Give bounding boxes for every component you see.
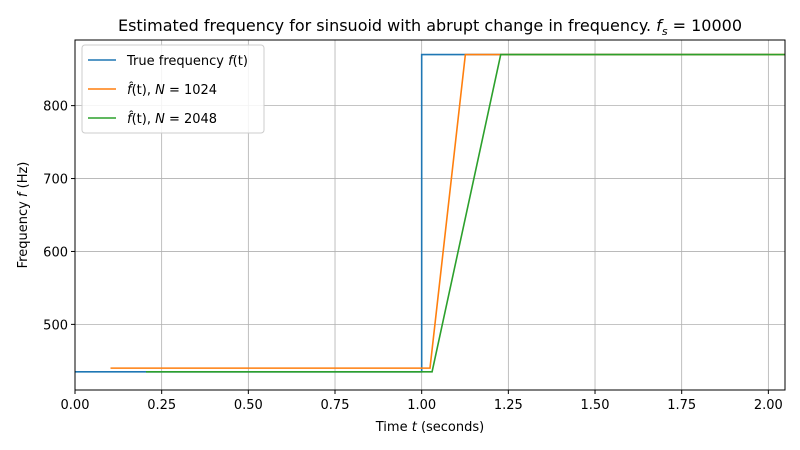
legend: True frequency f(t) f̂(t), N = 1024 f̂(t… <box>81 44 265 134</box>
x-axis-label: Time t (seconds) <box>375 420 484 435</box>
y-axis-label: Frequency f (Hz) <box>16 162 31 269</box>
legend-2-value: = 2048 <box>165 112 217 127</box>
chart-title-subscript: s <box>662 25 668 38</box>
legend-label-estimate-1024: f̂(t), N = 1024 <box>127 83 217 98</box>
legend-1-arg: (t), <box>132 83 156 98</box>
chart-title-var: f <box>656 16 664 35</box>
y-axis-label-prefix: Frequency <box>16 197 31 268</box>
x-tick-label: 1.25 <box>494 398 523 413</box>
chart-title-value: = 10000 <box>668 16 742 35</box>
legend-label-true-frequency: True frequency f(t) <box>126 54 248 69</box>
x-axis-label-var: t <box>412 420 418 435</box>
chart-title: Estimated frequency for sinsuoid with ab… <box>118 16 742 38</box>
legend-1-fhat: f̂ <box>127 83 134 98</box>
legend-box <box>81 44 265 134</box>
x-tick-label: 2.00 <box>754 398 783 413</box>
x-tick-label: 0.75 <box>321 398 350 413</box>
legend-0-var: f <box>228 54 235 69</box>
chart-title-text: Estimated frequency for sinsuoid with ab… <box>118 16 656 35</box>
legend-2-arg: (t), <box>132 112 156 127</box>
x-tick-label: 0.00 <box>61 398 90 413</box>
x-tick-label: 1.50 <box>581 398 610 413</box>
x-tick-label: 0.25 <box>147 398 176 413</box>
legend-2-fhat: f̂ <box>127 112 134 127</box>
y-tick-label: 800 <box>43 100 68 115</box>
y-tick-label: 500 <box>43 318 68 333</box>
series-lines <box>75 53 785 373</box>
x-axis-label-prefix: Time <box>375 420 412 435</box>
plot-frame <box>74 39 786 391</box>
legend-1-value: = 1024 <box>165 83 217 98</box>
series-line-estimate-2048 <box>146 53 785 373</box>
legend-0-arg: (t) <box>233 54 248 69</box>
legend-2-var: N <box>155 112 165 127</box>
legend-1-var: N <box>155 83 165 98</box>
y-axis-label-var: f <box>16 190 31 197</box>
x-axis-label-suffix: (seconds) <box>417 420 484 435</box>
x-axis-ticks: 0.00 0.25 0.50 0.75 1.00 1.25 1.50 1.75 2.00 <box>61 390 783 413</box>
x-tick-label: 1.75 <box>667 398 696 413</box>
y-tick-label: 600 <box>43 245 68 260</box>
x-tick-label: 0.50 <box>234 398 263 413</box>
legend-label-estimate-2048: f̂(t), N = 2048 <box>127 112 217 127</box>
x-tick-label: 1.00 <box>407 398 436 413</box>
y-axis-ticks: 500 600 700 800 <box>43 100 75 333</box>
y-axis-label-suffix: (Hz) <box>16 162 31 193</box>
legend-0-text: True frequency <box>126 54 228 69</box>
y-tick-label: 700 <box>43 173 68 188</box>
